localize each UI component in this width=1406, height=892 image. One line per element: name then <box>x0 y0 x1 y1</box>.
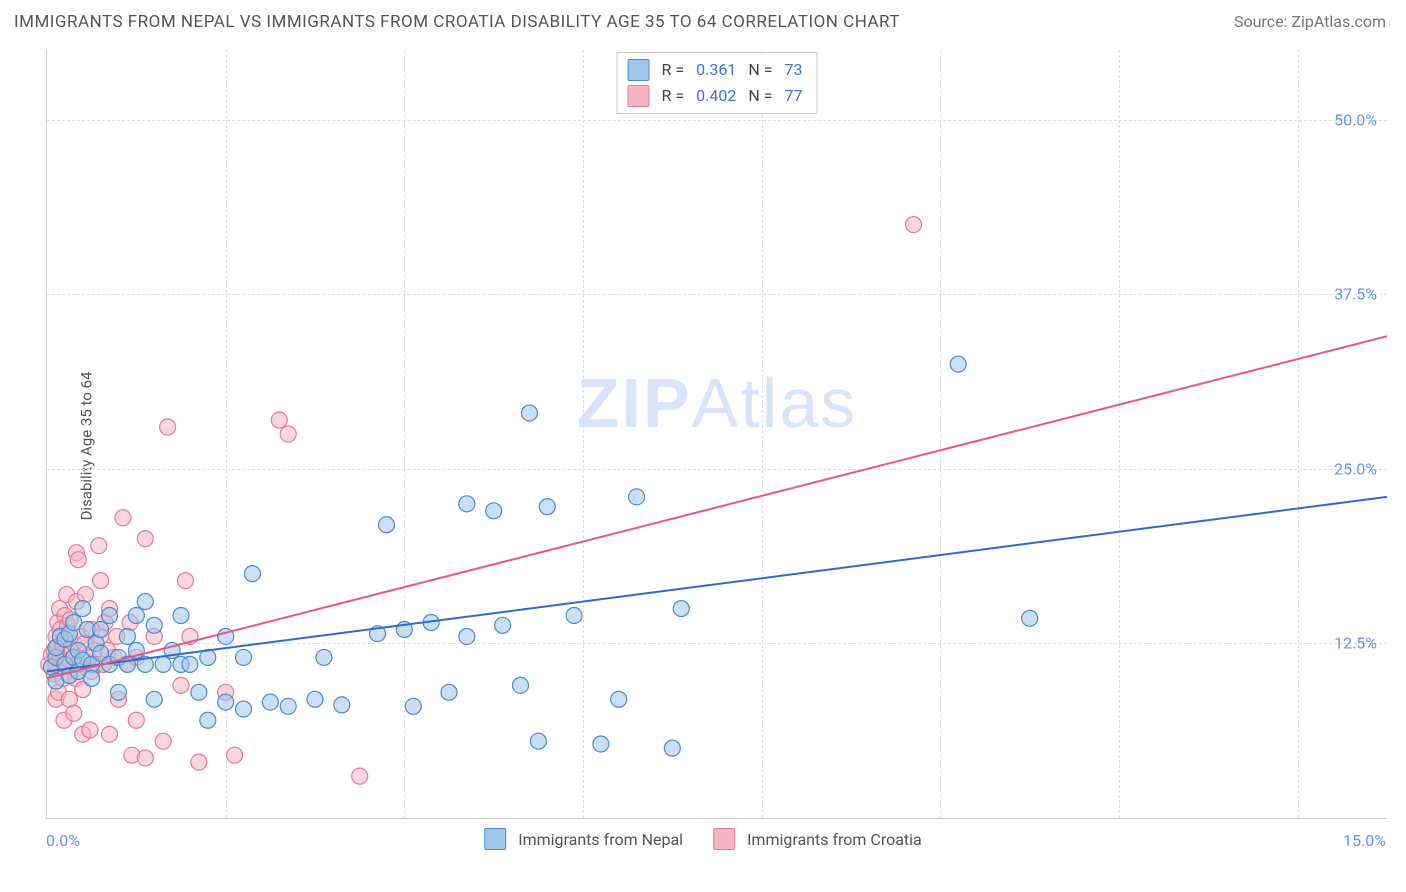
legend-row-croatia: R = 0.402 N = 77 <box>628 83 807 109</box>
scatter-point <box>137 750 153 766</box>
scatter-point <box>82 722 98 738</box>
scatter-point <box>146 617 162 633</box>
scatter-point <box>244 566 260 582</box>
scatter-point <box>160 419 176 435</box>
scatter-point <box>530 733 546 749</box>
legend-item-croatia: Immigrants from Croatia <box>713 828 922 850</box>
scatter-point <box>115 510 131 526</box>
scatter-point <box>66 705 82 721</box>
chart-title: IMMIGRANTS FROM NEPAL VS IMMIGRANTS FROM… <box>14 12 900 32</box>
r-label: R = <box>662 83 685 109</box>
scatter-point <box>629 489 645 505</box>
scatter-point <box>1022 610 1038 626</box>
scatter-point <box>93 621 109 637</box>
scatter-point <box>673 601 689 617</box>
n-value-croatia: 77 <box>780 83 806 109</box>
scatter-point <box>200 712 216 728</box>
r-label: R = <box>662 57 685 83</box>
trend-line <box>47 336 1387 678</box>
chart-svg <box>47 50 1387 818</box>
scatter-point <box>441 684 457 700</box>
scatter-point <box>611 691 627 707</box>
scatter-point <box>128 712 144 728</box>
r-value-nepal: 0.361 <box>692 57 740 83</box>
scatter-point <box>137 594 153 610</box>
scatter-point <box>119 628 135 644</box>
series-legend: Immigrants from Nepal Immigrants from Cr… <box>484 828 922 850</box>
scatter-point <box>334 697 350 713</box>
scatter-point <box>182 656 198 672</box>
scatter-point <box>280 426 296 442</box>
n-label: N = <box>748 57 772 83</box>
scatter-point <box>459 628 475 644</box>
scatter-point <box>906 217 922 233</box>
scatter-point <box>405 698 421 714</box>
swatch-croatia <box>628 85 650 107</box>
scatter-point <box>173 677 189 693</box>
scatter-point <box>495 617 511 633</box>
scatter-point <box>512 677 528 693</box>
scatter-point <box>177 573 193 589</box>
scatter-point <box>173 608 189 624</box>
legend-label-croatia: Immigrants from Croatia <box>747 830 922 849</box>
plot-area: ZIPAtlas 12.5%25.0%37.5%50.0% R = 0.361 … <box>46 50 1387 819</box>
correlation-legend-box: R = 0.361 N = 73 R = 0.402 N = 77 <box>617 52 818 114</box>
legend-item-nepal: Immigrants from Nepal <box>484 828 683 850</box>
scatter-point <box>218 694 234 710</box>
scatter-point <box>110 684 126 700</box>
scatter-point <box>521 405 537 421</box>
scatter-point <box>93 573 109 589</box>
scatter-point <box>378 517 394 533</box>
scatter-point <box>191 684 207 700</box>
scatter-point <box>459 496 475 512</box>
scatter-point <box>352 768 368 784</box>
scatter-point <box>664 740 680 756</box>
scatter-point <box>236 649 252 665</box>
scatter-point <box>137 531 153 547</box>
scatter-point <box>316 649 332 665</box>
scatter-point <box>271 412 287 428</box>
scatter-point <box>486 503 502 519</box>
scatter-point <box>155 656 171 672</box>
scatter-point <box>307 691 323 707</box>
r-value-croatia: 0.402 <box>692 83 740 109</box>
scatter-point <box>539 499 555 515</box>
scatter-point <box>91 538 107 554</box>
scatter-point <box>280 698 296 714</box>
scatter-point <box>236 701 252 717</box>
scatter-point <box>155 733 171 749</box>
n-label: N = <box>748 83 772 109</box>
n-value-nepal: 73 <box>780 57 806 83</box>
legend-label-nepal: Immigrants from Nepal <box>518 830 683 849</box>
scatter-point <box>128 608 144 624</box>
scatter-point <box>70 552 86 568</box>
scatter-point <box>146 691 162 707</box>
legend-swatch-croatia <box>713 828 735 850</box>
scatter-point <box>262 694 278 710</box>
x-axis-min-label: 0.0% <box>46 831 80 850</box>
scatter-point <box>75 601 91 617</box>
x-axis-max-label: 15.0% <box>1343 831 1386 850</box>
scatter-point <box>102 726 118 742</box>
source-attribution: Source: ZipAtlas.com <box>1234 12 1386 31</box>
legend-row-nepal: R = 0.361 N = 73 <box>628 57 807 83</box>
scatter-point <box>227 747 243 763</box>
scatter-point <box>191 754 207 770</box>
scatter-point <box>593 736 609 752</box>
trend-line <box>47 497 1387 672</box>
legend-swatch-nepal <box>484 828 506 850</box>
scatter-point <box>950 356 966 372</box>
scatter-point <box>84 670 100 686</box>
swatch-nepal <box>628 59 650 81</box>
scatter-point <box>102 608 118 624</box>
scatter-point <box>566 608 582 624</box>
scatter-point <box>77 587 93 603</box>
